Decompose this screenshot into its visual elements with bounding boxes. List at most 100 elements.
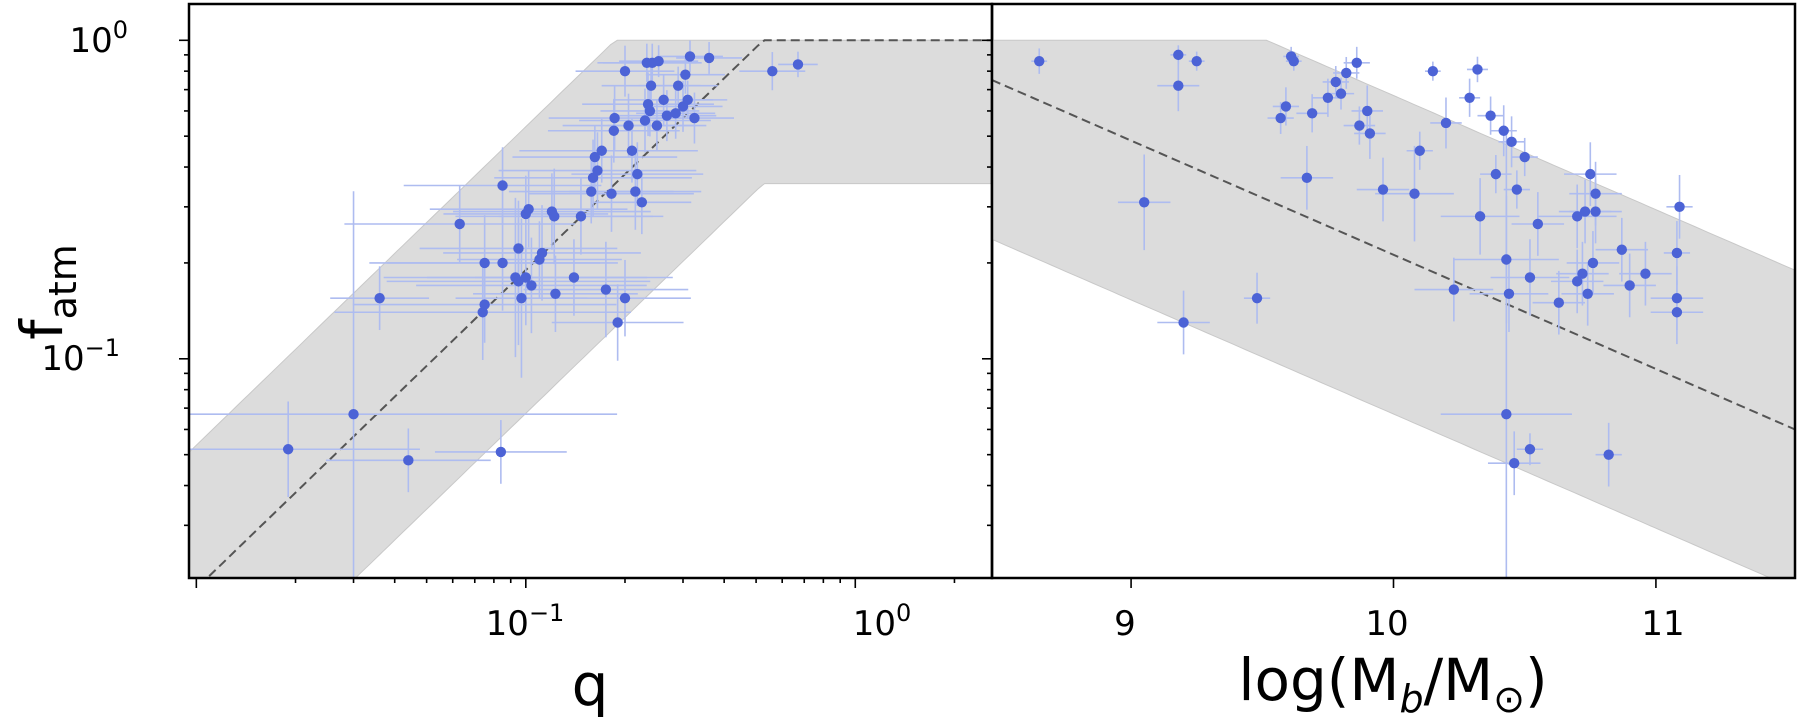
right-point-30 — [1485, 110, 1496, 121]
left-point-34 — [609, 112, 620, 124]
left-point-30 — [596, 145, 607, 156]
right-point-58 — [1671, 247, 1683, 259]
left-point-40 — [630, 186, 641, 197]
left-point-61 — [767, 65, 778, 77]
right-point-7 — [1275, 112, 1286, 124]
left-point-53 — [670, 108, 681, 119]
x-tick-label-left-1e-1: 10−1 — [486, 599, 565, 644]
right-point-55 — [1624, 280, 1635, 291]
left-point-33 — [608, 125, 620, 136]
left-point-9 — [497, 180, 508, 191]
right-relation-line — [992, 79, 1795, 431]
left-point-49 — [651, 120, 663, 131]
right-point-14 — [1330, 76, 1341, 88]
left-point-4 — [495, 446, 507, 458]
right-point-3 — [1173, 49, 1184, 61]
right-point-4 — [1178, 317, 1189, 328]
right-point-2 — [1173, 80, 1184, 91]
right-point-25 — [1440, 117, 1452, 129]
left-panel — [179, 2, 994, 588]
left-point-31 — [600, 284, 612, 295]
left-point-57 — [682, 94, 693, 106]
right-point-1 — [1139, 197, 1150, 208]
right-point-43 — [1553, 297, 1565, 308]
left-point-17 — [523, 203, 534, 215]
left-point-28 — [589, 151, 601, 163]
left-point-54 — [672, 80, 684, 91]
left-point-8 — [479, 257, 490, 269]
y-axis-label: fatm — [8, 244, 85, 340]
x-tick-label-right-11: 11 — [1641, 604, 1684, 644]
right-points — [1034, 49, 1685, 469]
right-point-44 — [1571, 276, 1583, 287]
right-point-41 — [1524, 444, 1536, 455]
right-point-28 — [1472, 64, 1483, 75]
right-point-31 — [1490, 168, 1502, 180]
right-point-39 — [1519, 151, 1530, 163]
left-point-51 — [658, 94, 669, 106]
left-point-20 — [536, 247, 548, 259]
left-point-39 — [626, 145, 638, 156]
x-tick-label-left-1e0: 100 — [853, 599, 912, 644]
left-point-3 — [374, 292, 385, 304]
left-point-37 — [619, 65, 631, 77]
right-point-56 — [1640, 268, 1651, 279]
left-point-7 — [479, 299, 490, 310]
left-point-47 — [645, 80, 657, 91]
right-point-24 — [1427, 65, 1439, 77]
left-point-58 — [684, 51, 696, 62]
right-point-51 — [1590, 188, 1601, 199]
right-point-10 — [1288, 55, 1299, 67]
x-tick-label-right-9: 9 — [1114, 604, 1136, 644]
left-point-15 — [520, 272, 532, 283]
right-point-47 — [1579, 206, 1591, 217]
left-point-38 — [623, 120, 634, 131]
y-tick-label-1e-1: 10−1 — [41, 334, 120, 379]
left-point-32 — [606, 188, 617, 199]
right-point-23 — [1414, 145, 1425, 156]
right-point-42 — [1532, 218, 1544, 230]
right-point-35 — [1503, 288, 1515, 299]
left-point-56 — [680, 69, 691, 80]
right-point-22 — [1409, 188, 1420, 199]
left-point-59 — [689, 112, 700, 124]
right-point-19 — [1362, 105, 1373, 117]
right-point-20 — [1364, 128, 1376, 139]
right-point-49 — [1585, 168, 1596, 180]
right-point-45 — [1571, 211, 1583, 222]
right-point-60 — [1671, 307, 1683, 318]
right-point-40 — [1524, 272, 1536, 283]
right-point-11 — [1301, 172, 1313, 184]
left-point-2 — [403, 455, 414, 466]
right-point-6 — [1251, 292, 1263, 304]
left-point-36 — [619, 292, 631, 304]
right-point-27 — [1464, 92, 1475, 103]
right-point-53 — [1603, 449, 1614, 460]
right-point-18 — [1354, 120, 1365, 131]
right-point-21 — [1377, 184, 1389, 195]
right-point-15 — [1335, 88, 1347, 99]
left-point-18 — [526, 280, 537, 291]
x-axis-label-right: log(Mb/M⊙) — [1238, 646, 1547, 717]
left-point-62 — [792, 59, 804, 70]
x-tick-label-right-10: 10 — [1365, 604, 1408, 644]
left-point-26 — [586, 186, 597, 197]
left-point-42 — [636, 197, 648, 208]
right-point-16 — [1341, 67, 1352, 79]
left-point-43 — [639, 115, 651, 126]
left-point-0 — [282, 444, 294, 455]
right-scatter-band — [992, 39, 1795, 578]
left-relation-line — [205, 39, 992, 578]
left-point-50 — [653, 55, 664, 67]
left-point-41 — [632, 168, 643, 180]
left-points — [282, 51, 804, 466]
right-point-38 — [1511, 184, 1523, 195]
left-point-5 — [454, 218, 465, 230]
right-point-34 — [1501, 254, 1512, 265]
left-point-60 — [703, 52, 715, 64]
right-point-32 — [1498, 125, 1509, 136]
left-point-25 — [575, 211, 587, 222]
right-point-46 — [1577, 268, 1588, 279]
right-point-13 — [1322, 92, 1334, 103]
